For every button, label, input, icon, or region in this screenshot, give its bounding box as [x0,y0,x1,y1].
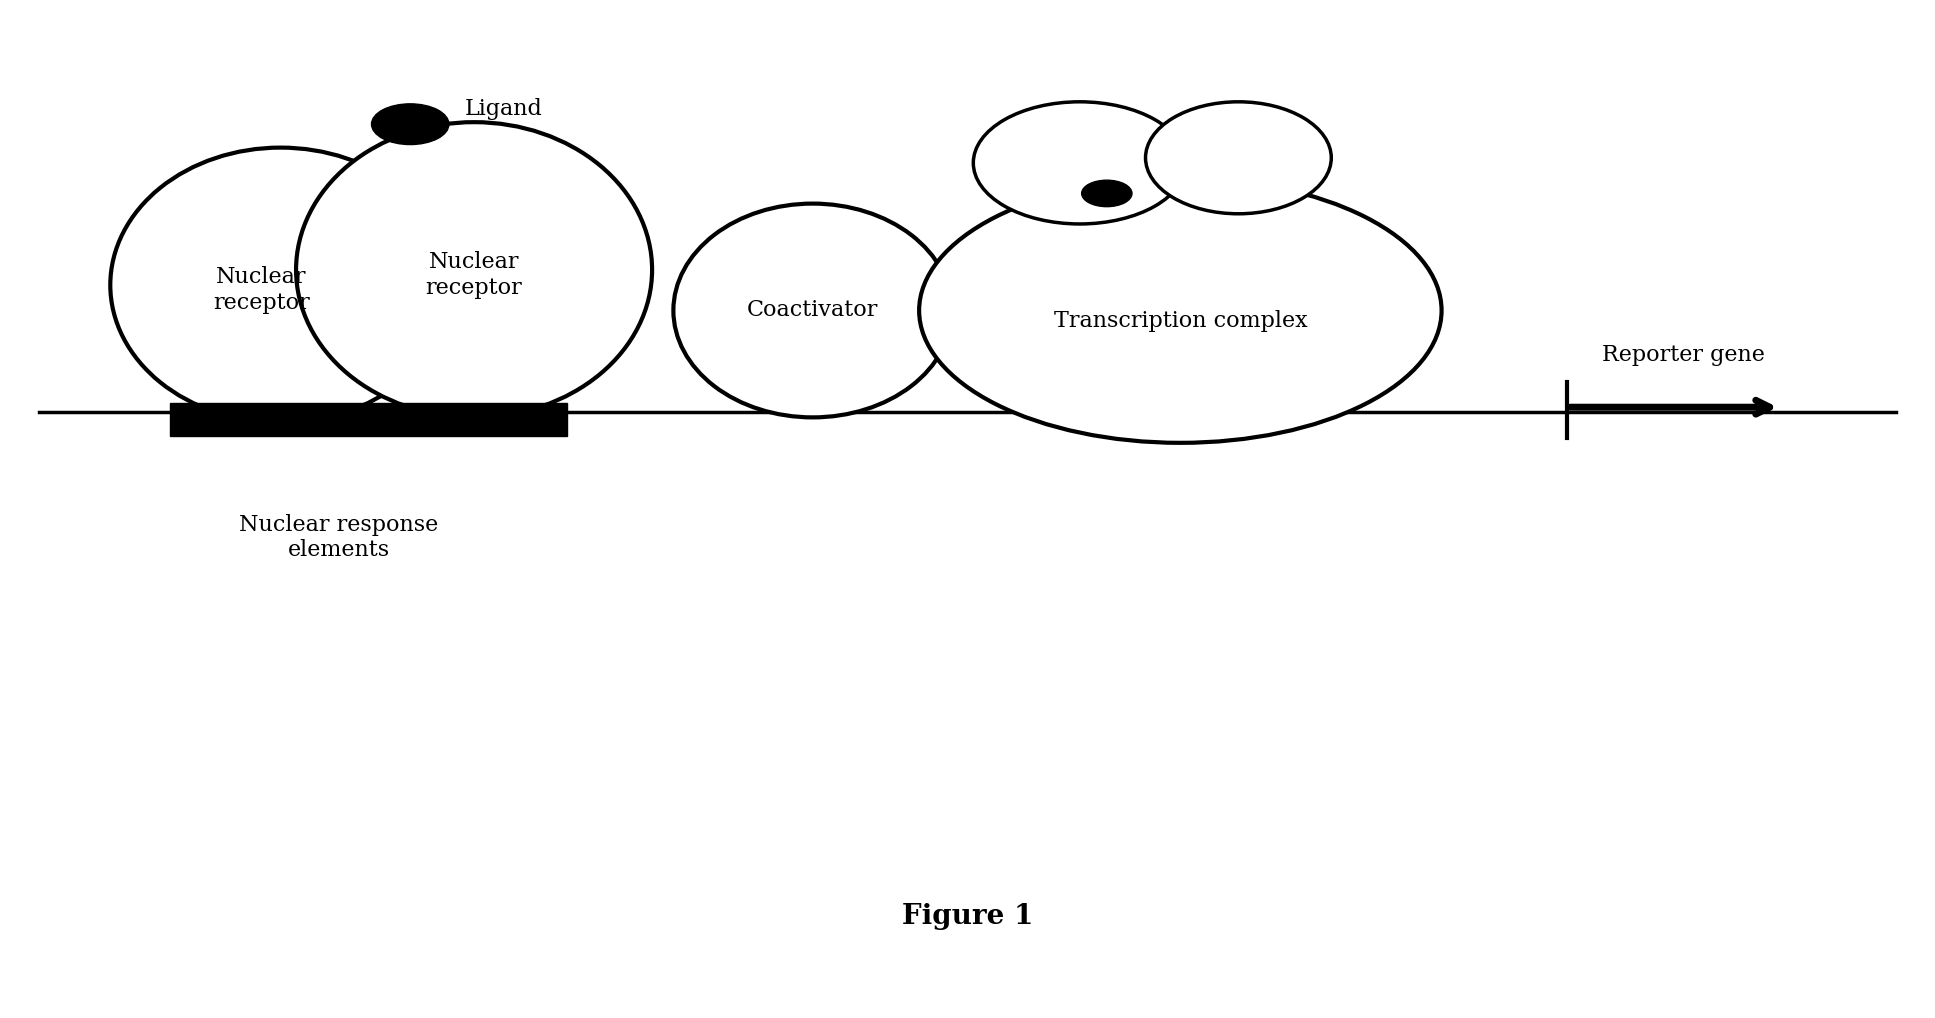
Text: Figure 1: Figure 1 [902,903,1033,929]
Circle shape [1082,180,1132,207]
Text: Coactivator: Coactivator [747,299,878,322]
Ellipse shape [296,122,652,417]
Text: Nuclear
receptor: Nuclear receptor [213,267,310,314]
Circle shape [372,104,449,145]
Text: Nuclear response
elements: Nuclear response elements [240,514,437,562]
Ellipse shape [110,148,451,422]
Text: Transcription complex: Transcription complex [1053,309,1308,332]
Text: Reporter gene: Reporter gene [1602,344,1765,366]
Bar [170,403,567,436]
Ellipse shape [673,204,952,417]
Ellipse shape [919,178,1442,443]
Text: Nuclear
receptor: Nuclear receptor [426,251,522,298]
Ellipse shape [1146,102,1331,214]
Text: Ligand: Ligand [464,98,542,120]
Ellipse shape [973,102,1186,224]
